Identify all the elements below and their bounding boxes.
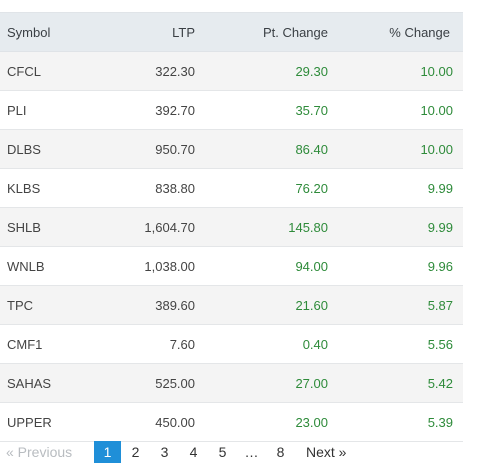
pct-change-cell: 5.42: [427, 375, 453, 391]
symbol-cell[interactable]: CMF1: [7, 336, 43, 352]
symbol-cell[interactable]: WNLB: [7, 258, 45, 274]
pct-change-cell: 10.00: [420, 102, 453, 118]
table-row[interactable]: TPC 389.60 21.60 5.87: [0, 285, 463, 325]
page-2-link[interactable]: 2: [131, 444, 140, 460]
page-4-link[interactable]: 4: [189, 444, 198, 460]
table-header: Symbol LTP Pt. Change % Change: [0, 12, 463, 52]
pct-change-cell: 10.00: [420, 63, 453, 79]
ltp-cell: 950.70: [155, 141, 195, 157]
table-row[interactable]: DLBS 950.70 86.40 10.00: [0, 129, 463, 169]
ellipsis: …: [244, 444, 259, 460]
header-pct-change[interactable]: % Change: [328, 12, 463, 52]
gainers-table-container: Symbol LTP Pt. Change % Change CFCL 322.3…: [0, 12, 463, 442]
table-row[interactable]: SAHAS 525.00 27.00 5.42: [0, 363, 463, 403]
symbol-cell[interactable]: UPPER: [7, 414, 52, 430]
table-row[interactable]: PLI 392.70 35.70 10.00: [0, 90, 463, 130]
pt-change-cell: 35.70: [295, 102, 328, 118]
pct-change-cell: 9.99: [427, 180, 453, 196]
table-row[interactable]: KLBS 838.80 76.20 9.99: [0, 168, 463, 208]
pt-change-cell: 29.30: [295, 63, 328, 79]
ltp-cell: 7.60: [169, 336, 195, 352]
header-row: Symbol LTP Pt. Change % Change: [0, 12, 463, 52]
symbol-cell[interactable]: SHLB: [7, 219, 41, 235]
symbol-cell[interactable]: KLBS: [7, 180, 41, 196]
ltp-cell: 450.00: [155, 414, 195, 430]
next-page-link[interactable]: Next »: [306, 444, 347, 460]
symbol-cell[interactable]: TPC: [7, 297, 33, 313]
page-3-link[interactable]: 3: [160, 444, 169, 460]
ltp-cell: 389.60: [155, 297, 195, 313]
symbol-cell[interactable]: SAHAS: [7, 375, 52, 391]
previous-page-link[interactable]: « Previous: [6, 444, 73, 460]
pct-change-cell: 5.39: [427, 414, 453, 430]
pct-change-cell: 5.56: [427, 336, 453, 352]
table-row[interactable]: WNLB 1,038.00 94.00 9.96: [0, 246, 463, 286]
pct-change-cell: 5.87: [427, 297, 453, 313]
pt-change-cell: 94.00: [295, 258, 328, 274]
pt-change-cell: 27.00: [295, 375, 328, 391]
header-ltp[interactable]: LTP: [100, 12, 195, 52]
pt-change-cell: 21.60: [295, 297, 328, 313]
header-pt-change[interactable]: Pt. Change: [195, 12, 328, 52]
pt-change-cell: 0.40: [302, 336, 328, 352]
gainers-table: Symbol LTP Pt. Change % Change CFCL 322.3…: [0, 12, 463, 442]
ltp-cell: 1,038.00: [144, 258, 195, 274]
pt-change-cell: 86.40: [295, 141, 328, 157]
pct-change-cell: 9.96: [427, 258, 453, 274]
ltp-cell: 525.00: [155, 375, 195, 391]
pagination: « Previous 1 2 3 4 5 … 8 Next »: [0, 441, 346, 463]
symbol-cell[interactable]: PLI: [7, 102, 27, 118]
ltp-cell: 1,604.70: [144, 219, 195, 235]
ltp-cell: 838.80: [155, 180, 195, 196]
pct-change-cell: 10.00: [420, 141, 453, 157]
symbol-cell[interactable]: DLBS: [7, 141, 41, 157]
pt-change-cell: 76.20: [295, 180, 328, 196]
ltp-cell: 392.70: [155, 102, 195, 118]
header-symbol[interactable]: Symbol: [0, 12, 100, 52]
table-row[interactable]: CFCL 322.30 29.30 10.00: [0, 51, 463, 91]
table-row[interactable]: SHLB 1,604.70 145.80 9.99: [0, 207, 463, 247]
page-1-link[interactable]: 1: [94, 441, 121, 463]
table-row[interactable]: CMF1 7.60 0.40 5.56: [0, 324, 463, 364]
page-8-link[interactable]: 8: [276, 444, 285, 460]
page-5-link[interactable]: 5: [218, 444, 227, 460]
ltp-cell: 322.30: [155, 63, 195, 79]
symbol-cell[interactable]: CFCL: [7, 63, 41, 79]
table-body: CFCL 322.30 29.30 10.00 PLI 392.70 35.70 10.00 D…: [0, 51, 463, 442]
pct-change-cell: 9.99: [427, 219, 453, 235]
pt-change-cell: 145.80: [288, 219, 328, 235]
table-row[interactable]: UPPER 450.00 23.00 5.39: [0, 402, 463, 442]
pt-change-cell: 23.00: [295, 414, 328, 430]
